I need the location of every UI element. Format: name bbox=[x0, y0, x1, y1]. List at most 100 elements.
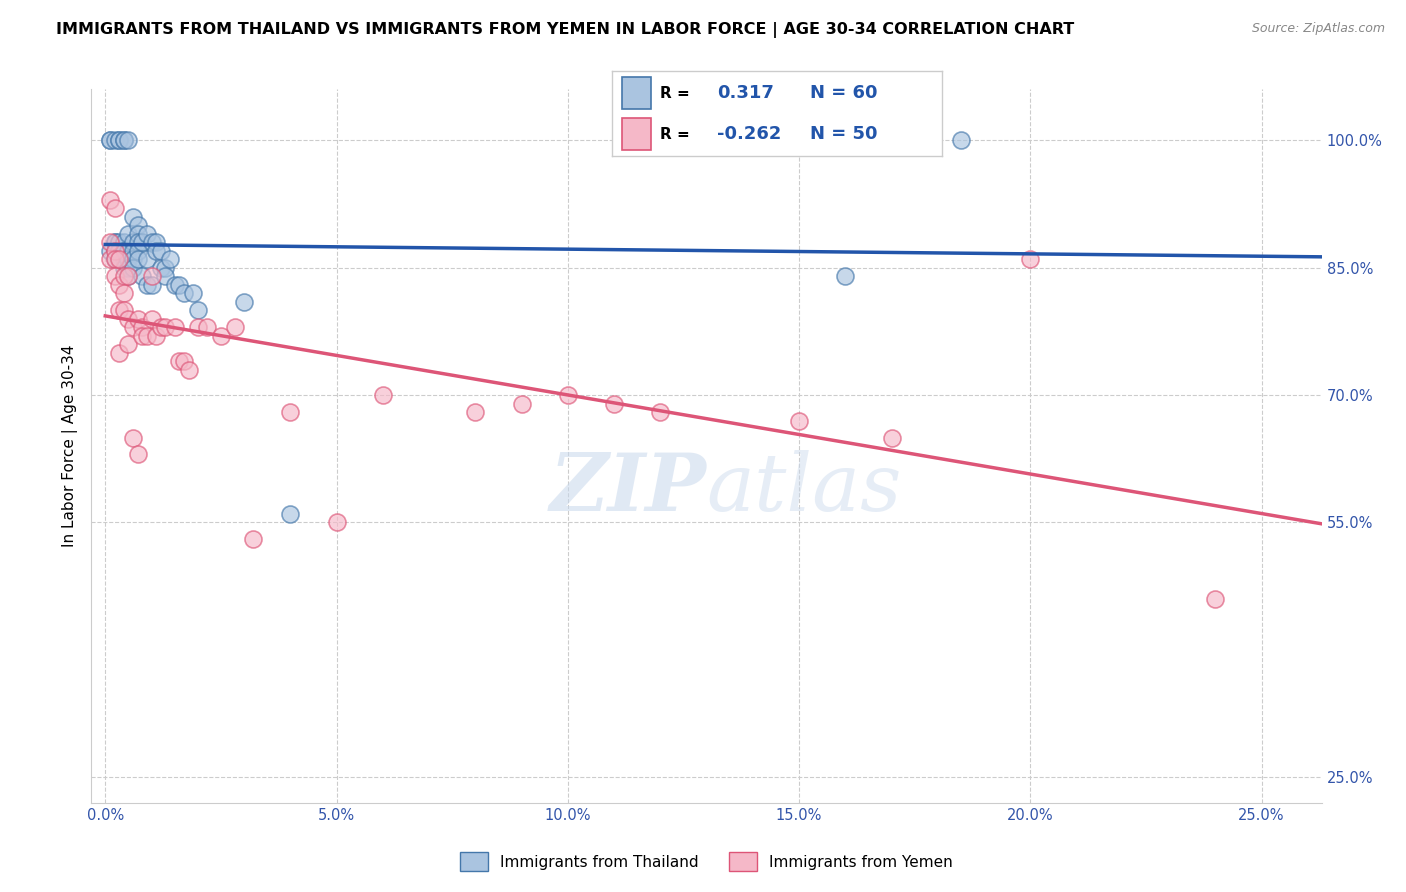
Point bbox=[131, 320, 153, 334]
Point bbox=[103, 244, 125, 258]
Text: IMMIGRANTS FROM THAILAND VS IMMIGRANTS FROM YEMEN IN LABOR FORCE | AGE 30-34 COR: IMMIGRANTS FROM THAILAND VS IMMIGRANTS F… bbox=[56, 22, 1074, 38]
Text: R =: R = bbox=[659, 127, 689, 142]
Bar bbox=[621, 78, 651, 110]
Point bbox=[464, 405, 486, 419]
Point bbox=[117, 252, 139, 266]
Point bbox=[141, 269, 163, 284]
Text: N = 60: N = 60 bbox=[810, 85, 877, 103]
Point bbox=[1204, 591, 1226, 606]
Point bbox=[135, 277, 157, 292]
Y-axis label: In Labor Force | Age 30-34: In Labor Force | Age 30-34 bbox=[62, 344, 79, 548]
Point bbox=[117, 337, 139, 351]
Text: R =: R = bbox=[659, 86, 689, 101]
Point bbox=[112, 244, 135, 258]
Text: atlas: atlas bbox=[706, 450, 901, 527]
Point bbox=[242, 533, 264, 547]
Point bbox=[117, 133, 139, 147]
Point bbox=[141, 235, 163, 249]
Point bbox=[834, 269, 856, 284]
Point bbox=[173, 354, 195, 368]
Point bbox=[149, 244, 172, 258]
Point bbox=[169, 354, 191, 368]
Point bbox=[98, 193, 121, 207]
Point bbox=[169, 277, 191, 292]
Point bbox=[117, 311, 139, 326]
Point bbox=[127, 311, 149, 326]
Point bbox=[108, 244, 131, 258]
Point bbox=[103, 201, 125, 215]
Point bbox=[122, 320, 145, 334]
Point bbox=[112, 252, 135, 266]
Point bbox=[159, 252, 181, 266]
Point bbox=[122, 210, 145, 224]
Point bbox=[112, 133, 135, 147]
Point bbox=[187, 303, 209, 318]
Point bbox=[112, 303, 135, 318]
Text: 0.317: 0.317 bbox=[717, 85, 775, 103]
Point bbox=[127, 448, 149, 462]
Point bbox=[278, 507, 301, 521]
Point bbox=[108, 235, 131, 249]
Point bbox=[122, 430, 145, 444]
Point bbox=[155, 320, 177, 334]
Point bbox=[117, 260, 139, 275]
Point bbox=[112, 235, 135, 249]
Point bbox=[127, 235, 149, 249]
Point bbox=[112, 133, 135, 147]
Point bbox=[224, 320, 246, 334]
Point bbox=[117, 227, 139, 241]
Point bbox=[103, 235, 125, 249]
Point bbox=[117, 269, 139, 284]
Point bbox=[131, 235, 153, 249]
Legend: Immigrants from Thailand, Immigrants from Yemen: Immigrants from Thailand, Immigrants fro… bbox=[454, 847, 959, 877]
Point bbox=[135, 328, 157, 343]
Point bbox=[141, 277, 163, 292]
Point bbox=[145, 244, 167, 258]
Point bbox=[108, 244, 131, 258]
Point bbox=[233, 294, 256, 309]
Point bbox=[141, 311, 163, 326]
Point bbox=[880, 430, 903, 444]
Point bbox=[98, 133, 121, 147]
Point bbox=[173, 286, 195, 301]
Bar bbox=[621, 118, 651, 150]
Point bbox=[108, 252, 131, 266]
Point bbox=[98, 235, 121, 249]
Point bbox=[122, 244, 145, 258]
Point bbox=[112, 286, 135, 301]
Point bbox=[112, 244, 135, 258]
Point bbox=[155, 269, 177, 284]
Point bbox=[650, 405, 672, 419]
Text: N = 50: N = 50 bbox=[810, 125, 877, 143]
Point bbox=[135, 227, 157, 241]
Point bbox=[131, 269, 153, 284]
Point bbox=[127, 218, 149, 232]
Point bbox=[98, 133, 121, 147]
Point bbox=[103, 269, 125, 284]
Point bbox=[325, 516, 347, 530]
Text: ZIP: ZIP bbox=[550, 450, 706, 527]
Point bbox=[108, 133, 131, 147]
Point bbox=[117, 269, 139, 284]
Point bbox=[163, 277, 186, 292]
Point bbox=[108, 277, 131, 292]
Point bbox=[127, 252, 149, 266]
Point bbox=[195, 320, 218, 334]
Point bbox=[112, 269, 135, 284]
Point bbox=[103, 235, 125, 249]
Text: -0.262: -0.262 bbox=[717, 125, 782, 143]
Point bbox=[278, 405, 301, 419]
Point bbox=[787, 413, 810, 427]
Point bbox=[108, 345, 131, 359]
Point bbox=[122, 235, 145, 249]
Point bbox=[163, 320, 186, 334]
Point bbox=[145, 328, 167, 343]
Point bbox=[371, 388, 394, 402]
Point bbox=[127, 244, 149, 258]
Point bbox=[187, 320, 209, 334]
Point bbox=[117, 244, 139, 258]
Point bbox=[135, 252, 157, 266]
Point bbox=[145, 235, 167, 249]
Point bbox=[557, 388, 579, 402]
Point bbox=[149, 320, 172, 334]
